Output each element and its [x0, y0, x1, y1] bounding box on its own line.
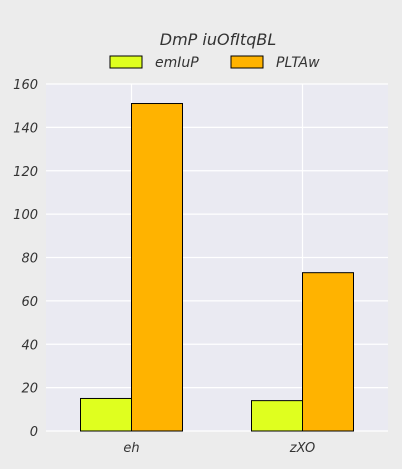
x-tick-label: zXO: [289, 441, 316, 456]
y-tick-label: 20: [21, 382, 38, 397]
y-tick-label: 40: [21, 338, 38, 353]
bar-PLTAw-zXO: [302, 272, 354, 432]
legend-swatch-emIuP: [109, 55, 143, 69]
y-tick-label: 100: [13, 208, 38, 223]
legend-swatch-PLTAw: [230, 55, 264, 69]
bar-PLTAw-eh: [131, 103, 183, 432]
bars: [80, 103, 354, 432]
x-tick-label: eh: [123, 441, 139, 456]
bar-emIuP-eh: [80, 397, 132, 432]
y-tick-label: 60: [21, 295, 38, 310]
legend-label-emIuP: emIuP: [155, 55, 199, 71]
bar-emIuP-zXO: [251, 400, 303, 432]
y-tick-label: 140: [13, 121, 38, 136]
y-tick-label: 160: [13, 78, 38, 93]
x-tick-labels: eh zXO: [123, 441, 315, 456]
legend: emIuP PLTAw: [109, 55, 320, 71]
y-tick-label: 0: [30, 425, 38, 440]
y-tick-label: 120: [13, 165, 38, 180]
y-tick-labels: 0 20 40 60 80 100 120 140 160: [13, 78, 38, 440]
chart-title: DmP iuOfItqBL: [160, 30, 277, 49]
legend-label-PLTAw: PLTAw: [276, 55, 320, 71]
y-tick-label: 80: [21, 252, 38, 267]
